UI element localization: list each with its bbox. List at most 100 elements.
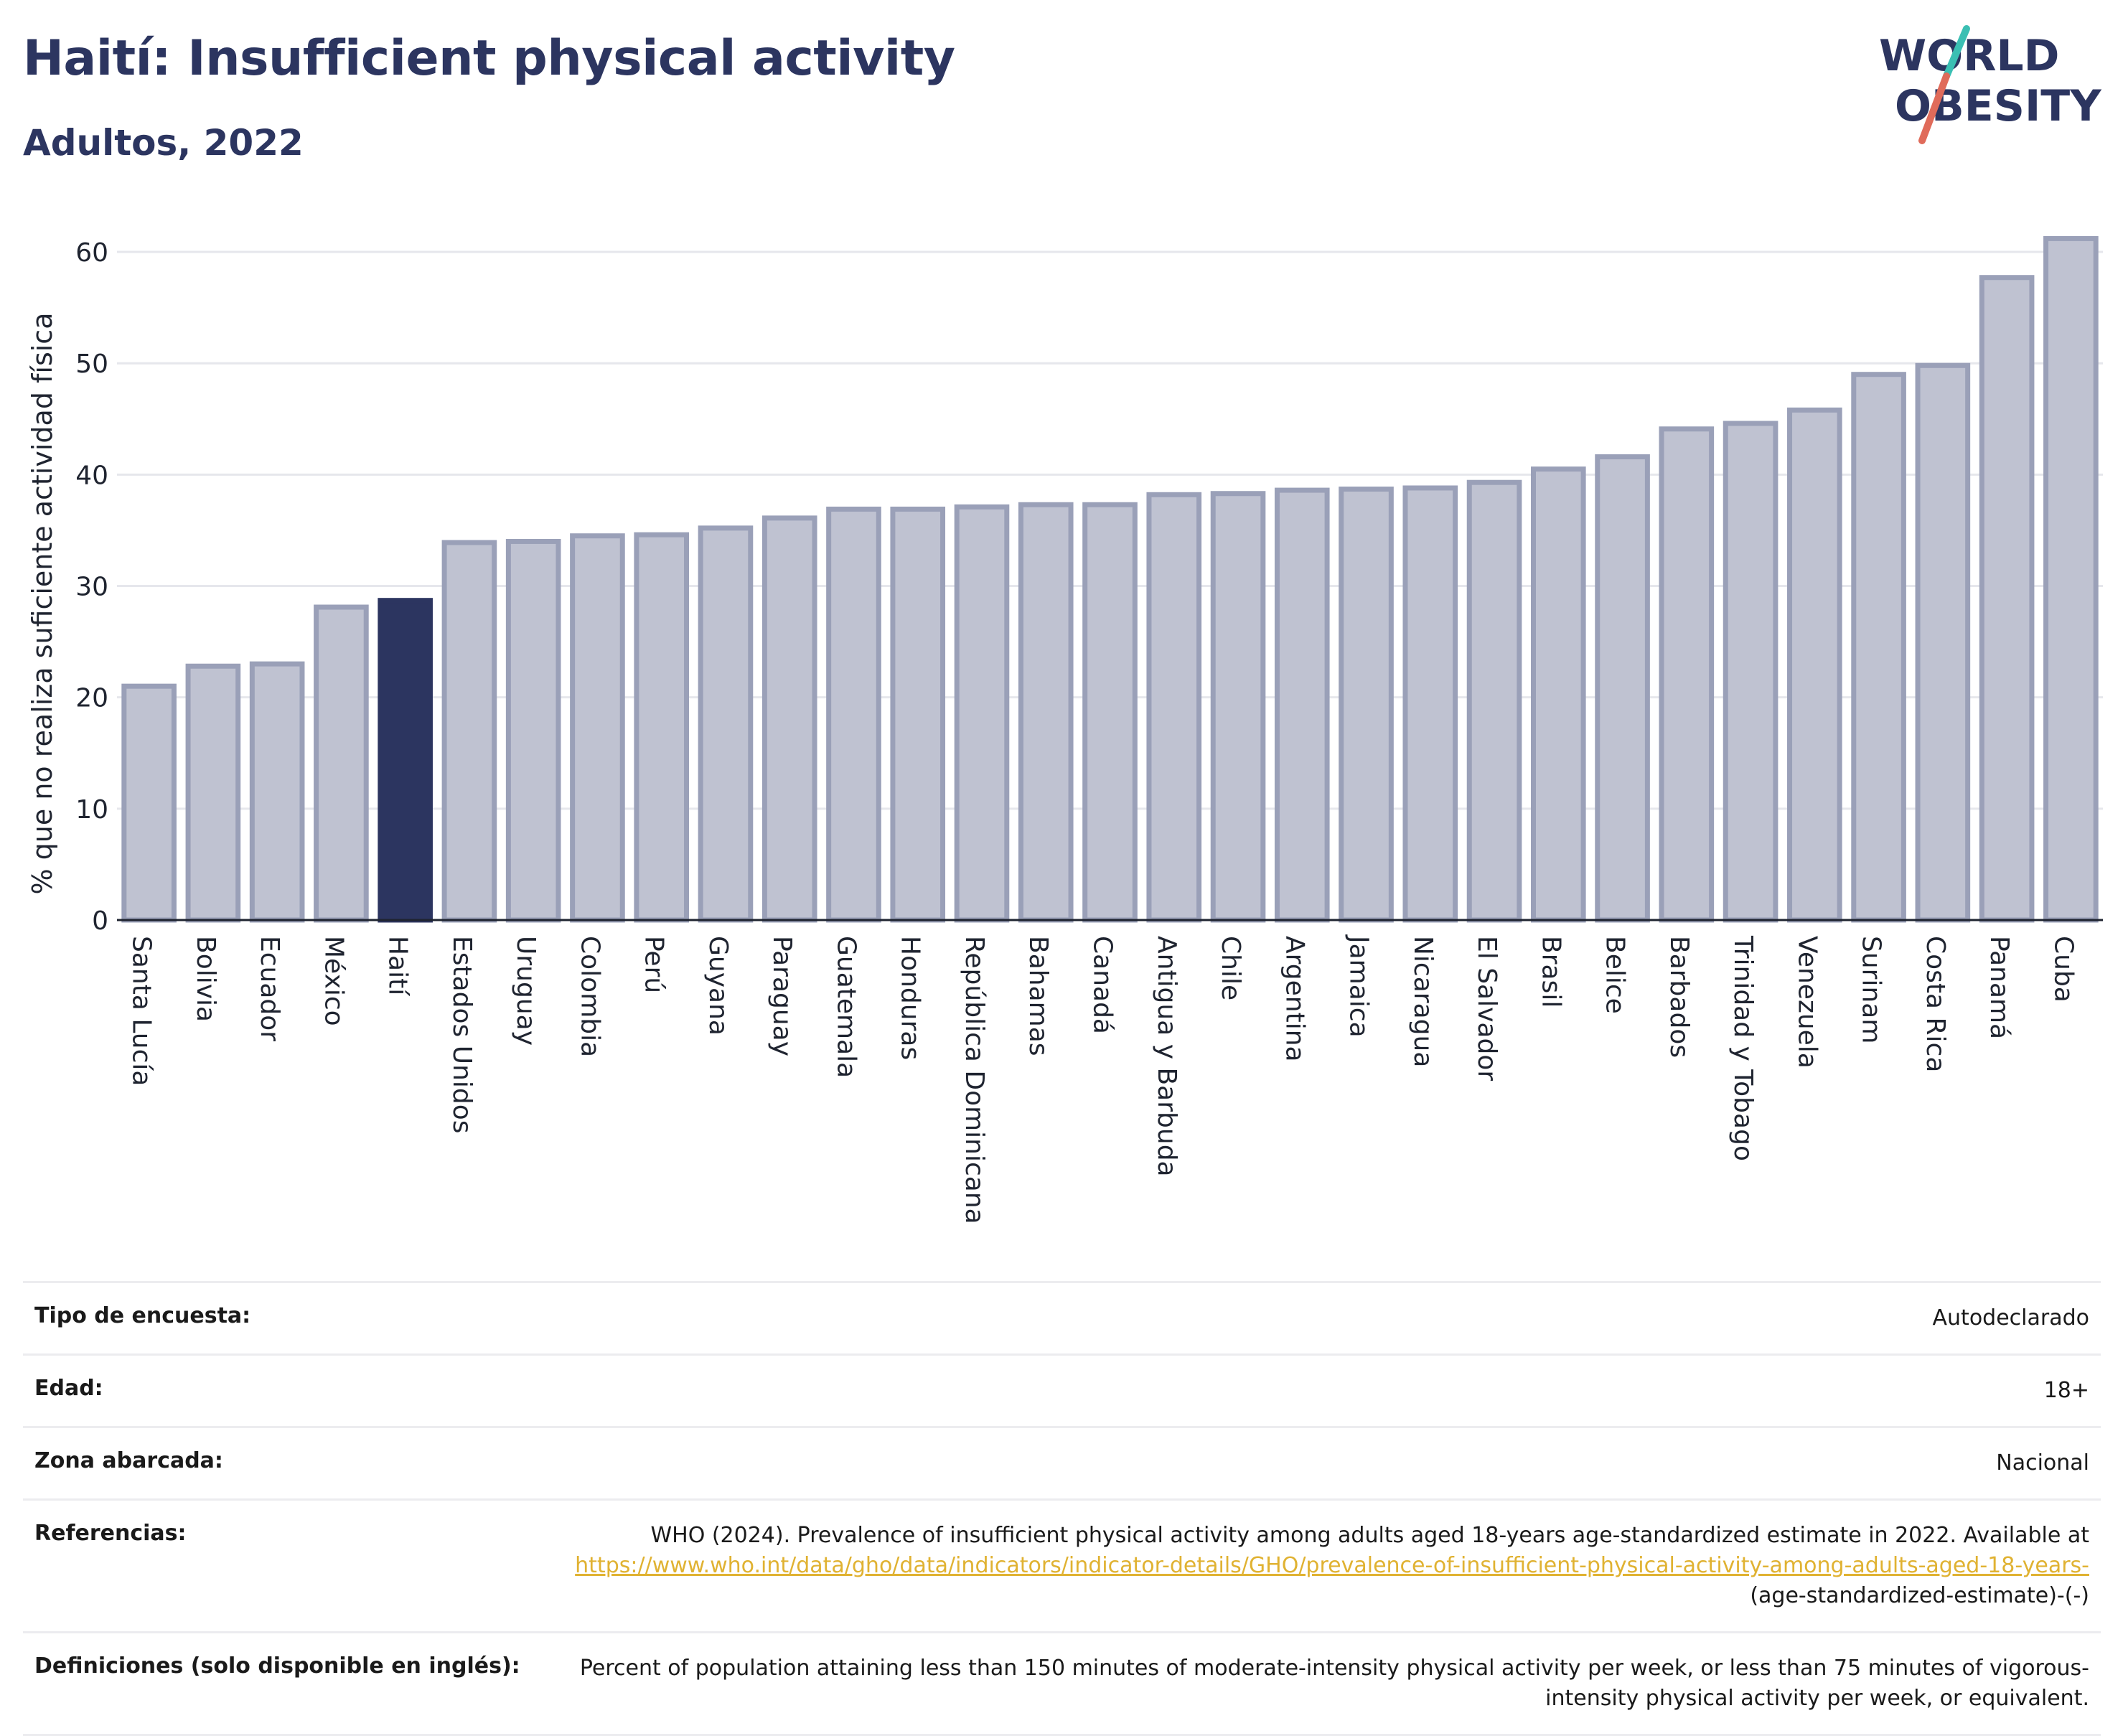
meta-label: Edad: [34,1376,103,1401]
y-axis-label: % que no realiza suficiente actividad fí… [27,313,58,895]
bar-trinidad-y-tobago [1723,421,1778,923]
meta-value-text: WHO (2024). Prevalence of insufficient p… [650,1523,2089,1548]
x-tick-label: Santa Lucía [127,936,156,1086]
meta-value-text: 18+ [2043,1378,2089,1403]
x-tick-label: Ecuador [255,936,284,1041]
x-tick-label: Costa Rica [1921,936,1950,1072]
bar-bahamas [1018,502,1074,923]
y-tick-label: 10 [75,795,108,825]
x-tick-label: Nicaragua [1408,936,1438,1067]
meta-value-suffix: (age-standardized-estimate)-(-) [1750,1583,2089,1608]
metadata-table: Tipo de encuesta: Autodeclarado Edad: 18+ Zo… [23,1281,2101,1736]
y-tick-label: 50 [75,349,108,379]
meta-row: Definiciones (solo disponible en inglés)… [23,1631,2101,1736]
bar-venezuela [1787,407,1842,923]
meta-row: Tipo de encuesta: Autodeclarado [23,1281,2101,1353]
bar-santa-luc-a [121,683,177,923]
bar-canad- [1082,502,1138,923]
y-tick-label: 30 [75,573,108,602]
bar-chart: 0 10 20 30 40 50 60 Santa Lucía Bolivia Ecuador M… [27,235,2103,1224]
bar-ecuador [249,661,305,923]
y-axis-ticks: 0 10 20 30 40 50 60 [75,238,108,936]
bar-argentina [1274,487,1330,923]
meta-row: Referencias: WHO (2024). Prevalence of in… [23,1498,2101,1631]
x-tick-label: México [319,936,348,1026]
y-tick-label: 0 [92,906,108,936]
x-tick-label: Chile [1216,936,1245,1000]
bar-colombia [570,533,625,923]
x-tick-label: Paraguay [767,936,797,1056]
x-tick-label: Argentina [1280,936,1309,1062]
bars [121,235,2099,923]
bar-estados-unidos [441,540,497,923]
reference-link[interactable]: https://www.who.int/data/gho/data/indica… [575,1553,2089,1578]
world-obesity-logo: WORLD OBESITY [1879,25,2102,144]
bar-jamaica [1339,487,1394,923]
meta-label: Zona abarcada: [34,1448,223,1473]
meta-value: Nacional [1984,1428,2101,1498]
bar-per- [634,532,690,923]
x-tick-label: Colombia [575,936,604,1057]
bar-honduras [890,506,946,923]
x-tick-label: República Dominicana [960,936,989,1224]
meta-value-text: Autodeclarado [1932,1305,2089,1331]
chart-subtitle: Adultos, 2022 [23,122,304,164]
x-tick-label: Guatemala [831,936,861,1078]
bar-guatemala [826,506,881,923]
bar-cuba [2043,235,2099,923]
meta-label: Referencias: [34,1521,187,1546]
x-tick-label: Bolivia [191,936,220,1022]
bar-el-salvador [1466,479,1522,923]
x-tick-label: Antigua y Barbuda [1152,936,1181,1177]
x-tick-label: Haití [383,936,413,996]
bar-belice [1595,454,1650,923]
x-tick-label: Bahamas [1023,936,1053,1056]
x-tick-label: El Salvador [1472,936,1501,1081]
chart-title: Haití: Insufficient physical activity [23,30,955,87]
x-tick-label: Jamaica [1344,934,1374,1038]
bar-antigua-y-barbuda [1146,492,1202,923]
bar-bolivia [185,663,241,923]
bar-paraguay [761,515,817,923]
x-tick-label: Estados Unidos [447,936,477,1134]
bar-rep-blica-dominicana [954,504,1010,923]
meta-value-text: Percent of population attaining less tha… [579,1656,2089,1711]
x-tick-label: Panamá [1984,936,2014,1039]
x-tick-label: Belice [1601,936,1630,1014]
bar-barbados [1659,426,1715,923]
x-tick-label: Uruguay [511,936,540,1046]
y-tick-label: 40 [75,461,108,490]
x-tick-label: Surinam [1857,936,1886,1043]
bar-nicaragua [1402,485,1458,923]
meta-value: Percent of population attaining less tha… [535,1633,2101,1734]
x-axis-ticks: Santa Lucía Bolivia Ecuador México Haití Esta… [127,934,2079,1224]
x-tick-label: Canadá [1088,936,1117,1034]
meta-value: Autodeclarado [1921,1283,2101,1353]
bar-surinam [1851,372,1906,923]
meta-value: 18+ [2033,1356,2101,1426]
x-tick-label: Trinidad y Tobago [1728,935,1758,1161]
x-tick-label: Brasil [1536,936,1565,1008]
meta-value: WHO (2024). Prevalence of insufficient p… [535,1501,2101,1631]
x-tick-label: Perú [639,936,669,993]
x-tick-label: Barbados [1664,936,1694,1058]
meta-row: Zona abarcada: Nacional [23,1426,2101,1498]
bar-panam- [1979,275,2035,923]
x-tick-label: Guyana [703,936,733,1036]
y-tick-label: 20 [75,684,108,713]
meta-label: Tipo de encuesta: [34,1303,251,1328]
bar-m-xico [314,604,369,923]
meta-label: Definiciones (solo disponible en inglés)… [34,1653,520,1679]
bar-guyana [698,525,754,923]
x-tick-label: Honduras [896,936,925,1060]
bar-hait- [378,598,433,923]
bar-uruguay [505,538,561,923]
meta-value-text: Nacional [1996,1450,2089,1475]
bar-costa-rica [1915,362,1971,923]
x-tick-label: Venezuela [1792,936,1822,1069]
meta-row: Edad: 18+ [23,1353,2101,1426]
x-tick-label: Cuba [2048,936,2078,1003]
bar-brasil [1530,466,1586,923]
bar-chile [1210,491,1266,923]
y-tick-label: 60 [75,238,108,268]
